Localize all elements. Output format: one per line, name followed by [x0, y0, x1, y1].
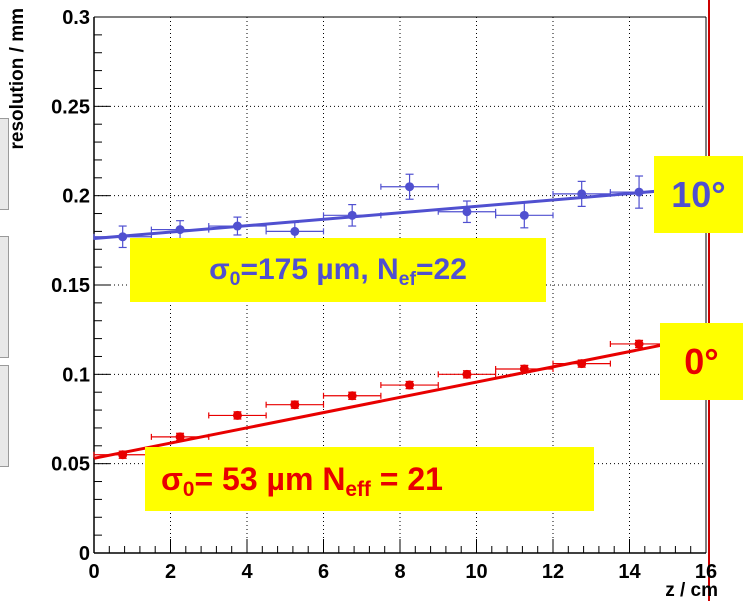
sigma-subscript: 0 [229, 267, 241, 290]
left-edge-panel [0, 365, 9, 467]
x-tick-label: 4 [241, 561, 253, 583]
sigma-subscript: 0 [182, 477, 195, 501]
fit-text: = 53 µm N [194, 460, 346, 497]
data-point [634, 187, 644, 197]
fit-result-10deg-box: σ0=175 µm, Nef=22 [130, 238, 546, 302]
n-subscript: ef [398, 267, 417, 290]
data-point [347, 391, 357, 401]
y-tick-label: 0.25 [51, 96, 90, 118]
y-tick-label: 0.05 [51, 454, 90, 476]
data-point [405, 380, 415, 390]
tick-labels: 0 2 4 6 8 10 12 14 16 0 0.05 0.1 0.15 0.2 0.25 0.3 [51, 7, 717, 583]
y-tick-label: 0.15 [51, 275, 90, 297]
y-tick-label: 0 [79, 543, 90, 565]
data-point [118, 450, 128, 460]
data-point [290, 400, 300, 410]
data-point [118, 232, 128, 242]
data-point [405, 182, 415, 192]
x-tick-label: 12 [542, 561, 564, 583]
x-tick-label: 0 [88, 561, 99, 583]
data-point [175, 432, 185, 442]
angle-label-10deg: 10° [654, 156, 743, 233]
x-tick-label: 8 [394, 561, 405, 583]
data-point [462, 207, 472, 217]
data-point [232, 221, 242, 231]
data-point [347, 210, 357, 220]
data-point [577, 359, 587, 369]
y-tick-label: 0.2 [62, 186, 90, 208]
fit-text: =22 [416, 253, 467, 286]
y-tick-label: 0.3 [62, 7, 90, 29]
x-tick-label: 10 [465, 561, 487, 583]
x-axis-label: z / cm [665, 580, 718, 601]
x-tick-label: 2 [165, 561, 176, 583]
data-point [290, 226, 300, 236]
sigma-symbol: σ [161, 460, 183, 497]
fit-text: = 21 [370, 460, 443, 497]
y-tick-label: 0.1 [62, 364, 90, 386]
x-tick-label: 6 [318, 561, 329, 583]
angle-label-0deg: 0° [660, 323, 743, 400]
data-points [93, 173, 669, 460]
data-point [634, 339, 644, 349]
sigma-symbol: σ [209, 253, 230, 286]
data-point [577, 189, 587, 199]
left-edge-panel [0, 118, 9, 210]
x-tick-label: 16 [695, 561, 717, 583]
data-point [519, 364, 529, 374]
y-axis-label: resolution / mm [7, 8, 28, 149]
data-point [519, 210, 529, 220]
fit-result-0deg-box: σ0= 53 µm Neff = 21 [145, 447, 594, 511]
n-subscript: eff [345, 477, 371, 501]
x-tick-label: 14 [618, 561, 641, 583]
axis-ticks [93, 16, 707, 554]
left-edge-panel [0, 236, 9, 358]
fit-text: =175 µm, N [240, 253, 399, 286]
data-point [175, 225, 185, 235]
data-point [232, 410, 242, 420]
data-point [462, 369, 472, 379]
